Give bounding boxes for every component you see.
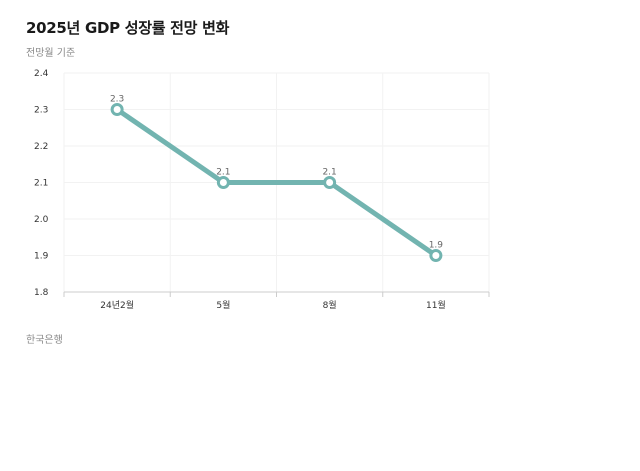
chart-source: 한국은행	[26, 335, 63, 346]
series-layer	[110, 103, 443, 262]
data-point	[429, 249, 443, 262]
x-axis	[63, 291, 490, 297]
y-axis-ticks: 1.8 1.9 2.0 2.1 2.2 2.3 2.4	[34, 69, 49, 298]
x-tick-label: 11월	[426, 299, 446, 311]
data-point	[110, 103, 124, 116]
data-point	[216, 176, 230, 189]
y-tick-label: 2.4	[34, 69, 49, 79]
y-tick-label: 2.0	[34, 215, 49, 225]
data-point	[323, 176, 337, 189]
data-label: 2.3	[110, 95, 124, 105]
y-tick-label: 1.8	[34, 288, 49, 298]
y-tick-label: 2.1	[34, 179, 48, 189]
x-axis-ticks: 24년2월 5월 8월 11월	[100, 299, 445, 311]
x-tick-label: 8월	[323, 299, 337, 311]
y-tick-label: 2.2	[34, 142, 48, 152]
data-label: 2.1	[322, 168, 336, 178]
x-tick-label: 5월	[216, 299, 230, 311]
x-tick-label: 24년2월	[100, 299, 134, 311]
chart-title: 2025년 GDP 성장률 전망 변화	[26, 19, 230, 37]
data-label: 2.1	[216, 168, 230, 178]
data-labels: 2.3 2.1 2.1 1.9	[110, 95, 443, 251]
chart-subtitle: 전망월 기준	[26, 48, 76, 59]
data-label: 1.9	[429, 241, 444, 251]
y-tick-label: 2.3	[34, 106, 48, 116]
y-tick-label: 1.9	[34, 252, 49, 262]
series-line	[114, 107, 439, 258]
